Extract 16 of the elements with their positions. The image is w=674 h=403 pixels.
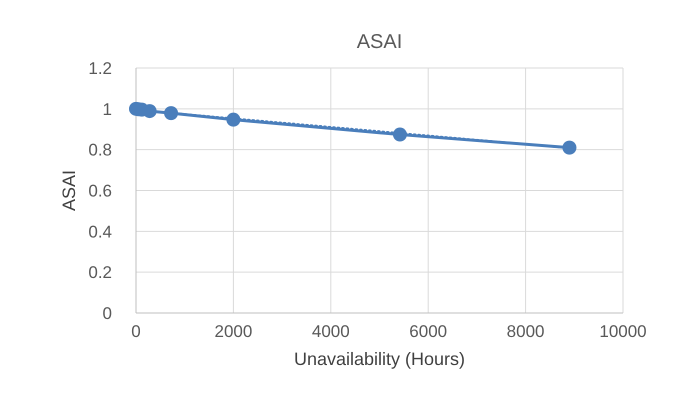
x-axis-title: Unavailability (Hours) (294, 349, 466, 369)
x-tick-label: 2000 (214, 322, 252, 341)
y-tick-label: 0.8 (88, 140, 112, 160)
chart-title: ASAI (356, 31, 402, 53)
x-tick-label: 6000 (409, 322, 448, 341)
y-tick-label: 1 (102, 100, 112, 119)
y-tick-label: 0.6 (88, 182, 112, 200)
y-tick-label: 1.2 (88, 59, 112, 78)
y-axis-title: ASAI (59, 170, 79, 212)
x-tick-label: 10000 (599, 322, 647, 341)
y-tick-label: 0.2 (88, 263, 112, 282)
x-tick-label: 0 (131, 322, 141, 341)
y-tick-label: 0.4 (88, 222, 112, 242)
y-tick-label: 0 (102, 304, 112, 323)
x-tick-label: 8000 (506, 322, 545, 341)
x-tick-label: 4000 (312, 322, 350, 341)
